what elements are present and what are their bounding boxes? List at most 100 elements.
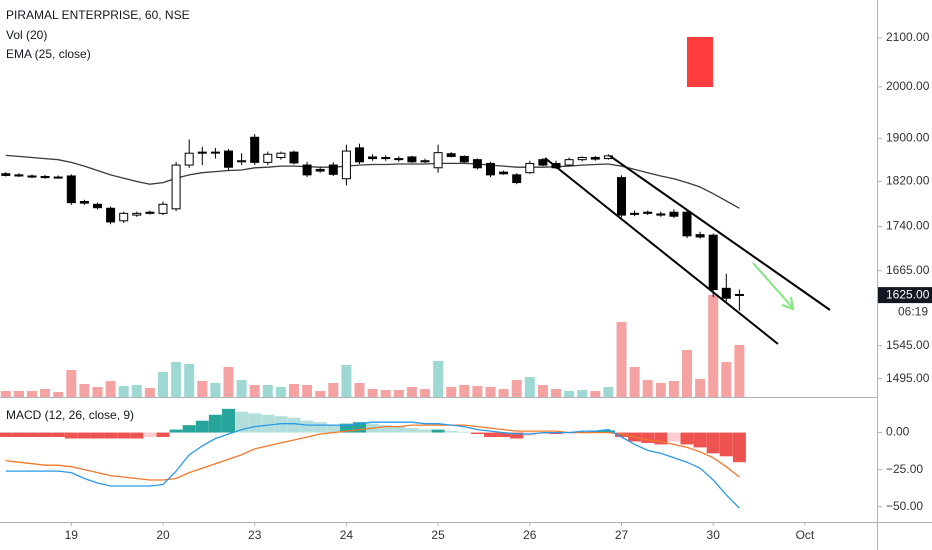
candle-body bbox=[446, 153, 456, 157]
candle-body bbox=[564, 159, 574, 166]
candle-body bbox=[486, 162, 495, 176]
histogram-bar bbox=[392, 426, 406, 433]
candle-body bbox=[695, 234, 705, 238]
candle-body bbox=[302, 164, 312, 176]
volume-bar bbox=[118, 386, 129, 397]
histogram-bar bbox=[601, 430, 615, 433]
candle-body bbox=[93, 203, 102, 209]
volume-bar bbox=[380, 390, 391, 397]
volume-bar bbox=[66, 370, 77, 397]
volume-bar bbox=[590, 391, 601, 397]
histogram-bar bbox=[418, 429, 432, 433]
volume-bar bbox=[564, 391, 575, 397]
histogram-bar bbox=[195, 420, 209, 433]
volume-bar bbox=[92, 387, 103, 397]
volume-bar bbox=[485, 387, 496, 397]
volume-bar bbox=[695, 379, 706, 397]
histogram-bar bbox=[457, 431, 471, 433]
candle-body bbox=[171, 164, 181, 210]
histogram-bar bbox=[77, 432, 91, 439]
x-tick-label: 30 bbox=[707, 528, 721, 542]
histogram-bar bbox=[549, 432, 563, 435]
histogram-bar bbox=[470, 432, 484, 435]
candle-body bbox=[106, 207, 116, 223]
candle-body bbox=[538, 159, 548, 166]
volume-bar bbox=[105, 381, 116, 397]
volume-bar bbox=[13, 391, 24, 397]
x-tick-label: 19 bbox=[65, 528, 79, 542]
volume-bar bbox=[734, 345, 745, 397]
trend-arrow bbox=[752, 262, 793, 308]
volume-bar bbox=[629, 367, 640, 397]
candle-body bbox=[250, 136, 260, 163]
histogram-bar bbox=[51, 432, 65, 438]
histogram-bar bbox=[654, 432, 668, 445]
candle-body bbox=[276, 152, 286, 159]
histogram-bar bbox=[405, 428, 419, 433]
x-tick-label: 20 bbox=[156, 528, 170, 542]
drawings bbox=[544, 37, 831, 345]
volume-bar bbox=[459, 385, 470, 397]
candle-body bbox=[682, 211, 692, 237]
histogram-bar bbox=[641, 432, 655, 443]
histogram-bar bbox=[379, 425, 393, 433]
histogram-bar bbox=[38, 432, 52, 438]
histogram-bar bbox=[235, 411, 249, 433]
macd-legend: MACD (12, 26, close, 9) bbox=[6, 408, 134, 422]
channel-upper bbox=[609, 155, 831, 311]
histogram-bar bbox=[222, 408, 235, 433]
candle-body bbox=[1, 173, 11, 176]
volume-bar bbox=[524, 377, 535, 397]
histogram-bar bbox=[208, 414, 222, 433]
candle-body bbox=[27, 175, 37, 178]
volume-bar bbox=[275, 387, 286, 397]
volume-bar bbox=[40, 389, 51, 397]
symbol-legend: PIRAMAL ENTERPRISE, 60, NSE bbox=[6, 8, 190, 22]
ema-legend: EMA (25, close) bbox=[6, 47, 91, 61]
histogram-bar bbox=[497, 432, 511, 438]
x-tick-label: 24 bbox=[340, 528, 354, 542]
volume-bar bbox=[79, 384, 90, 397]
y-tick-label: 0.00 bbox=[886, 425, 910, 439]
volume-bar bbox=[223, 367, 234, 397]
histogram-bar bbox=[169, 429, 183, 433]
histogram-bar bbox=[248, 413, 262, 433]
volume-bar bbox=[354, 383, 365, 397]
candle-body bbox=[472, 159, 482, 169]
volume-bar bbox=[27, 391, 37, 397]
candle-body bbox=[630, 212, 640, 215]
candle-body bbox=[577, 157, 587, 161]
volume-bar bbox=[0, 391, 11, 397]
y-tick-label: −50.00 bbox=[886, 499, 923, 513]
candle-body bbox=[145, 211, 155, 214]
y-tick-label: 1495.00 bbox=[886, 371, 930, 385]
candle-body bbox=[420, 160, 430, 163]
histogram-bar bbox=[261, 414, 275, 433]
candle-body bbox=[328, 164, 338, 175]
volume-bar bbox=[655, 383, 666, 397]
candle-body bbox=[394, 158, 404, 161]
histogram-bar bbox=[484, 432, 497, 438]
histogram-bar bbox=[25, 432, 39, 438]
candle-body bbox=[433, 152, 443, 169]
y-tick-label: 1545.00 bbox=[886, 338, 930, 352]
volume-bar bbox=[184, 364, 195, 397]
volume-bar bbox=[262, 385, 273, 397]
histogram-bar bbox=[156, 432, 170, 438]
volume-bar bbox=[328, 383, 339, 397]
volume-bar bbox=[668, 381, 679, 397]
histogram-bar bbox=[313, 422, 327, 433]
candle-body bbox=[289, 151, 299, 164]
histogram-bar bbox=[353, 422, 366, 433]
volume-bar bbox=[236, 380, 247, 397]
x-tick-label: 25 bbox=[431, 528, 445, 542]
volume-bar bbox=[367, 389, 378, 397]
volume-legend: Vol (20) bbox=[6, 28, 47, 42]
channel-lower bbox=[544, 157, 779, 345]
y-tick-label: 1820.00 bbox=[886, 174, 930, 188]
histogram-bar bbox=[667, 432, 681, 442]
volume-bar bbox=[249, 385, 260, 397]
candle-body bbox=[643, 211, 653, 214]
candle-body bbox=[132, 212, 142, 216]
